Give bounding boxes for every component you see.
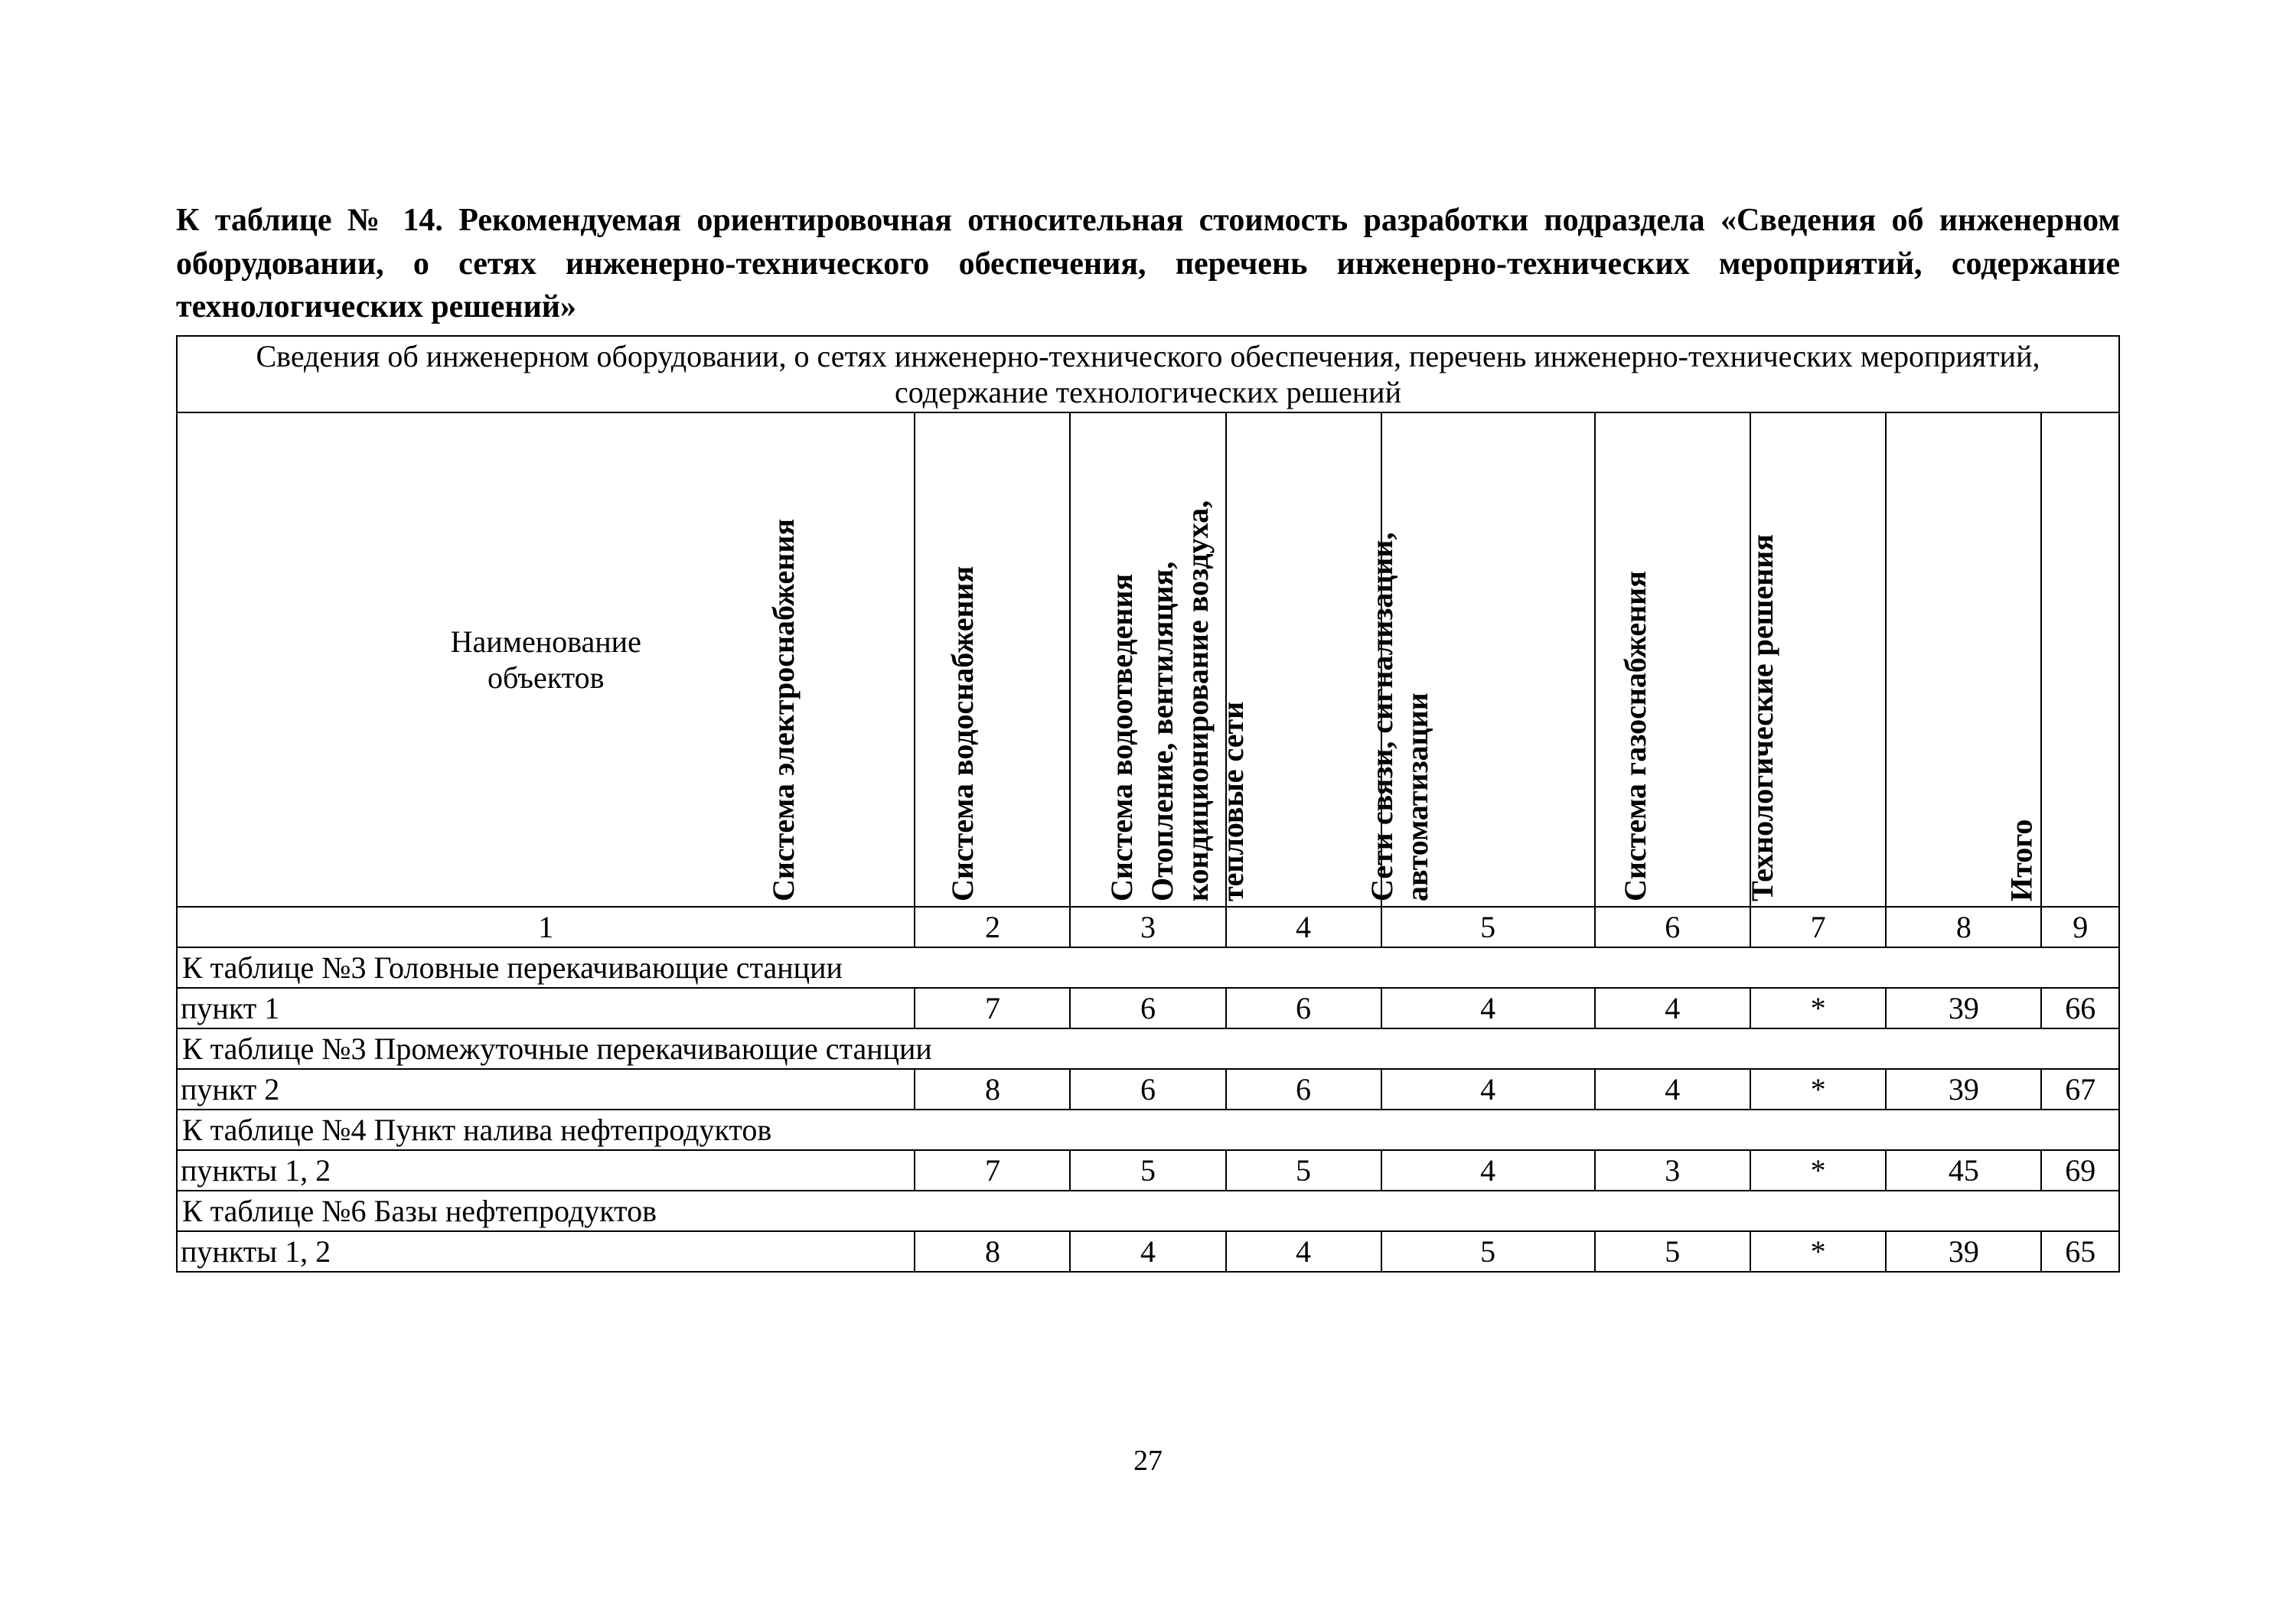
cell: 5 [1070, 1150, 1225, 1191]
page-number: 27 [0, 1444, 2296, 1478]
row-label: пункт 2 [177, 1069, 915, 1110]
cell: 39 [1886, 988, 2041, 1028]
section-heading: К таблице №6 Базы нефтепродуктов [177, 1191, 2119, 1231]
cell: 6 [1226, 1069, 1381, 1110]
cell: 4 [1070, 1231, 1225, 1272]
cell: 3 [1595, 1150, 1750, 1191]
cell: 8 [915, 1069, 1070, 1110]
cell: 69 [2041, 1150, 2119, 1191]
row-label: пункты 1, 2 [177, 1231, 915, 1272]
super-header-row: Сведения об инженерном оборудовании, о с… [177, 336, 2119, 412]
col-header-c8-text: Технологические решения [1745, 534, 1780, 901]
cell: 5 [1381, 1231, 1595, 1272]
cell: 5 [1595, 1231, 1750, 1272]
cell: 4 [1381, 1150, 1595, 1191]
table-row: пункт 176644*3966 [177, 988, 2119, 1028]
page-title: К таблице № 14. Рекомендуемая ориентиров… [176, 199, 2120, 329]
cell: 4 [1381, 1069, 1595, 1110]
table-row: пункты 1, 284455*3965 [177, 1231, 2119, 1272]
colnum-7: 7 [1750, 907, 1887, 947]
col-header-c6-text: Сети связи, сигнализации, автоматизации [1365, 427, 1435, 901]
cell: 4 [1226, 1231, 1381, 1272]
col-header-c5-text: Отопление, вентиляция, кондиционирование… [1145, 427, 1251, 901]
colnum-3: 3 [1070, 907, 1225, 947]
column-headers-row: Наименованиеобъектов Система электроснаб… [177, 412, 2119, 907]
cell: 66 [2041, 988, 2119, 1028]
cell: * [1750, 1069, 1887, 1110]
colnum-9: 9 [2041, 907, 2119, 947]
col-header-c2-text: Система электроснабжения [766, 519, 801, 901]
table-body: К таблице №3 Головные перекачивающие ста… [177, 947, 2119, 1272]
row-label: пункты 1, 2 [177, 1150, 915, 1191]
cell: 65 [2041, 1231, 2119, 1272]
cell: 5 [1226, 1150, 1381, 1191]
col-header-name-text: Наименованиеобъектов [451, 624, 641, 695]
section-heading-row: К таблице №3 Головные перекачивающие ста… [177, 947, 2119, 988]
colnum-6: 6 [1595, 907, 1750, 947]
table-row: пункт 286644*3967 [177, 1069, 2119, 1110]
col-header-c4-text: Система водоотведения [1104, 574, 1140, 901]
colnum-2: 2 [915, 907, 1070, 947]
col-header-name: Наименованиеобъектов [177, 412, 915, 907]
cell: 39 [1886, 1231, 2041, 1272]
section-heading: К таблице №3 Промежуточные перекачивающи… [177, 1028, 2119, 1069]
cell: 8 [915, 1231, 1070, 1272]
cell: 67 [2041, 1069, 2119, 1110]
cell: 6 [1070, 1069, 1225, 1110]
cell: 6 [1226, 988, 1381, 1028]
column-number-row: 1 2 3 4 5 6 7 8 9 [177, 907, 2119, 947]
section-heading: К таблице №3 Головные перекачивающие ста… [177, 947, 2119, 988]
col-header-c9-text: Итого [2004, 820, 2040, 901]
cell: 7 [915, 988, 1070, 1028]
colnum-5: 5 [1381, 907, 1595, 947]
cell: * [1750, 988, 1887, 1028]
cost-table: Сведения об инженерном оборудовании, о с… [176, 335, 2120, 1273]
table-row: пункты 1, 275543*4569 [177, 1150, 2119, 1191]
cell: 39 [1886, 1069, 2041, 1110]
cell: 4 [1381, 988, 1595, 1028]
colnum-8: 8 [1886, 907, 2041, 947]
cell: * [1750, 1231, 1887, 1272]
document-page: К таблице № 14. Рекомендуемая ориентиров… [0, 0, 2296, 1623]
col-header-c3-text: Система водоснабжения [945, 566, 980, 901]
col-header-c2: Система электроснабжения [915, 412, 1070, 907]
table-head: Сведения об инженерном оборудовании, о с… [177, 336, 2119, 947]
row-label: пункт 1 [177, 988, 915, 1028]
cell: 45 [1886, 1150, 2041, 1191]
super-header: Сведения об инженерном оборудовании, о с… [177, 336, 2119, 412]
cell: 7 [915, 1150, 1070, 1191]
col-header-c7-text: Система газоснабжения [1618, 571, 1653, 901]
section-heading-row: К таблице №6 Базы нефтепродуктов [177, 1191, 2119, 1231]
cell: 4 [1595, 1069, 1750, 1110]
cell: * [1750, 1150, 1887, 1191]
section-heading-row: К таблице №4 Пункт налива нефтепродуктов [177, 1110, 2119, 1150]
cell: 6 [1070, 988, 1225, 1028]
section-heading-row: К таблице №3 Промежуточные перекачивающи… [177, 1028, 2119, 1069]
colnum-1: 1 [177, 907, 915, 947]
cell: 4 [1595, 988, 1750, 1028]
section-heading: К таблице №4 Пункт налива нефтепродуктов [177, 1110, 2119, 1150]
colnum-4: 4 [1226, 907, 1381, 947]
col-header-c9: Итого [2041, 412, 2119, 907]
